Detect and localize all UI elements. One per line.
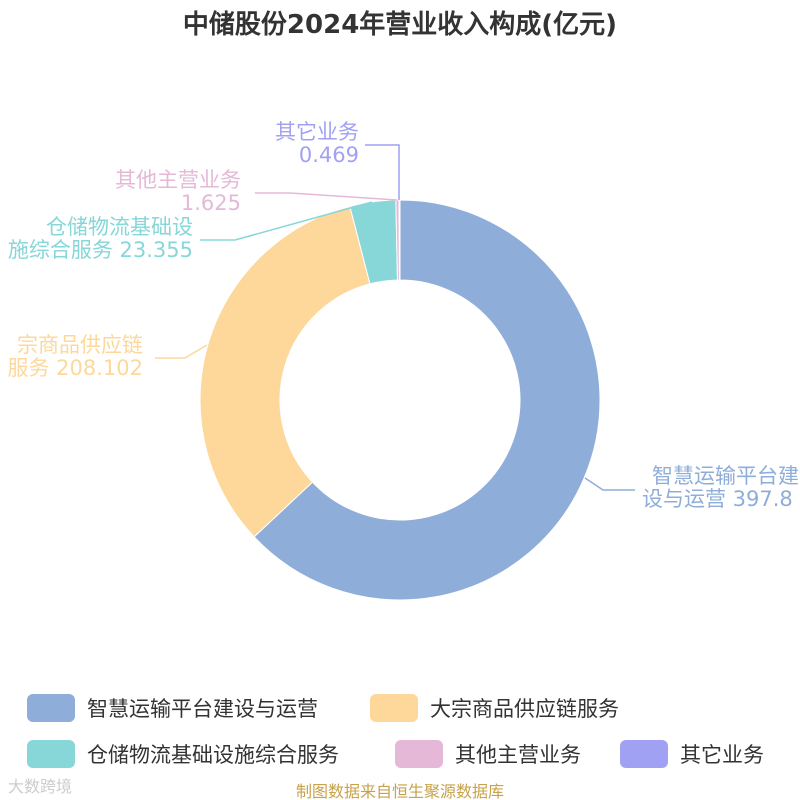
legend-swatch bbox=[395, 740, 443, 768]
legend-label: 其它业务 bbox=[680, 743, 764, 767]
legend-item-4[interactable]: 其它业务 bbox=[620, 739, 764, 769]
leader-line-3 bbox=[255, 192, 398, 201]
slice-label-line: 仓储物流基础设 bbox=[46, 215, 193, 239]
slice-label-line: 0.469 bbox=[298, 143, 359, 167]
legend-swatch bbox=[370, 694, 418, 722]
slice-label-3: 其他主营业务 1.625 bbox=[115, 169, 241, 215]
slice-label-0: 智慧运输平台建 设与运营 397.8 bbox=[642, 465, 799, 511]
legend-item-3[interactable]: 其他主营业务 bbox=[395, 739, 581, 769]
leader-line-0 bbox=[584, 477, 635, 491]
slice-label-line: 其他主营业务 bbox=[115, 168, 241, 192]
legend-swatch bbox=[27, 740, 75, 768]
donut-slice-0[interactable] bbox=[253, 199, 601, 601]
slice-label-line: 1.625 bbox=[180, 191, 241, 215]
leader-line-1 bbox=[155, 344, 208, 359]
slice-label-2: 仓储物流基础设 施综合服务 23.355 bbox=[8, 216, 193, 262]
slice-label-4: 其它业务 0.469 bbox=[275, 121, 359, 167]
legend-label: 大宗商品供应链服务 bbox=[430, 697, 619, 721]
watermark-logo: 大数跨境 bbox=[8, 777, 73, 796]
slice-label-line: 施综合服务 23.355 bbox=[7, 238, 193, 262]
donut-slice-4[interactable] bbox=[398, 199, 401, 281]
legend-item-1[interactable]: 大宗商品供应链服务 bbox=[370, 693, 619, 723]
slice-label-line: 其它业务 bbox=[275, 120, 359, 144]
source-note: 制图数据来自恒生聚源数据库 bbox=[295, 782, 504, 800]
legend-swatch bbox=[620, 740, 668, 768]
leader-line-4 bbox=[365, 144, 400, 200]
legend-swatch bbox=[27, 694, 75, 722]
legend-item-0[interactable]: 智慧运输平台建设与运营 bbox=[27, 693, 318, 723]
slice-label-line: 设与运营 397.8 bbox=[642, 487, 793, 511]
chart-title: 中储股份2024年营业收入构成(亿元) bbox=[182, 10, 618, 40]
leader-line-2 bbox=[200, 201, 373, 241]
slice-label-1: 宗商品供应链 服务 208.102 bbox=[7, 334, 143, 380]
slice-label-line: 服务 208.102 bbox=[7, 356, 143, 380]
donut-slice-1[interactable] bbox=[199, 205, 371, 538]
legend-label: 仓储物流基础设施综合服务 bbox=[87, 743, 339, 767]
slice-label-line: 智慧运输平台建 bbox=[652, 464, 799, 488]
legend-label: 智慧运输平台建设与运营 bbox=[87, 697, 318, 721]
slice-label-line: 宗商品供应链 bbox=[17, 333, 143, 357]
legend-label: 其他主营业务 bbox=[455, 743, 581, 767]
legend-item-2[interactable]: 仓储物流基础设施综合服务 bbox=[27, 739, 339, 769]
